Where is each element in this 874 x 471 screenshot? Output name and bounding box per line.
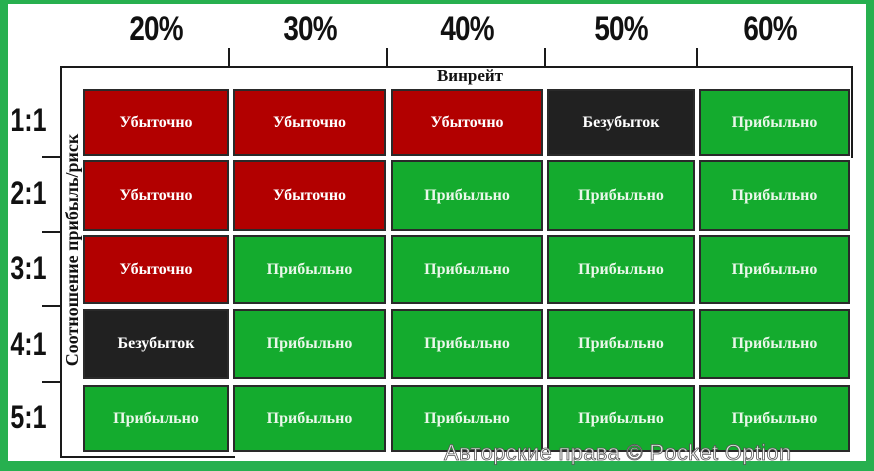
column-header-50: 50% — [594, 10, 648, 48]
left-tick — [42, 305, 62, 307]
row-header-1-1: 1:1 — [10, 102, 47, 138]
cell-1-1-60: Прибыльно — [699, 89, 850, 156]
cell-3-1-30: Прибыльно — [233, 235, 386, 304]
top-tick — [386, 48, 388, 68]
cell-4-1-50: Прибыльно — [547, 309, 695, 379]
column-header-60: 60% — [743, 10, 797, 48]
left-bracket-line — [60, 66, 62, 458]
top-bracket-line — [60, 66, 851, 68]
cell-5-1-20: Прибыльно — [83, 385, 229, 452]
cell-2-1-50: Прибыльно — [547, 160, 695, 231]
left-tick — [42, 231, 62, 233]
cell-1-1-40: Убыточно — [391, 89, 543, 156]
cell-5-1-30: Прибыльно — [233, 385, 386, 452]
cell-1-1-50: Безубыток — [547, 89, 695, 156]
cell-2-1-40: Прибыльно — [391, 160, 543, 231]
cell-4-1-60: Прибыльно — [699, 309, 850, 379]
row-header-3-1: 3:1 — [10, 250, 47, 286]
cell-3-1-60: Прибыльно — [699, 235, 850, 304]
cell-5-1-60: Прибыльно — [699, 385, 850, 452]
copyright-watermark: Авторские права © Pocket Option — [444, 440, 792, 466]
column-header-40: 40% — [440, 10, 494, 48]
x-axis-label: Винрейт — [436, 66, 504, 85]
cell-5-1-40: Прибыльно — [391, 385, 543, 452]
right-bracket-line — [851, 66, 853, 158]
row-header-5-1: 5:1 — [10, 399, 47, 435]
cell-5-1-50: Прибыльно — [547, 385, 695, 452]
cell-1-1-30: Убыточно — [233, 89, 386, 156]
column-header-30: 30% — [283, 10, 337, 48]
cell-2-1-20: Убыточно — [83, 160, 229, 231]
column-header-20: 20% — [129, 10, 183, 48]
cell-4-1-20: Безубыток — [83, 309, 229, 379]
cell-3-1-50: Прибыльно — [547, 235, 695, 304]
row-header-2-1: 2:1 — [10, 175, 47, 211]
bottom-bracket-line — [60, 456, 235, 458]
cell-4-1-40: Прибыльно — [391, 309, 543, 379]
left-tick — [42, 381, 62, 383]
cell-1-1-20: Убыточно — [83, 89, 229, 156]
cell-3-1-40: Прибыльно — [391, 235, 543, 304]
y-axis-label: Соотношение прибыль/риск — [62, 133, 82, 367]
top-tick — [228, 48, 230, 68]
top-tick — [544, 48, 546, 68]
top-tick — [696, 48, 698, 68]
cell-4-1-30: Прибыльно — [233, 309, 386, 379]
cell-2-1-60: Прибыльно — [699, 160, 850, 231]
cell-3-1-20: Убыточно — [83, 235, 229, 304]
cell-2-1-30: Убыточно — [233, 160, 386, 231]
left-tick — [42, 156, 62, 158]
row-header-4-1: 4:1 — [10, 326, 47, 362]
